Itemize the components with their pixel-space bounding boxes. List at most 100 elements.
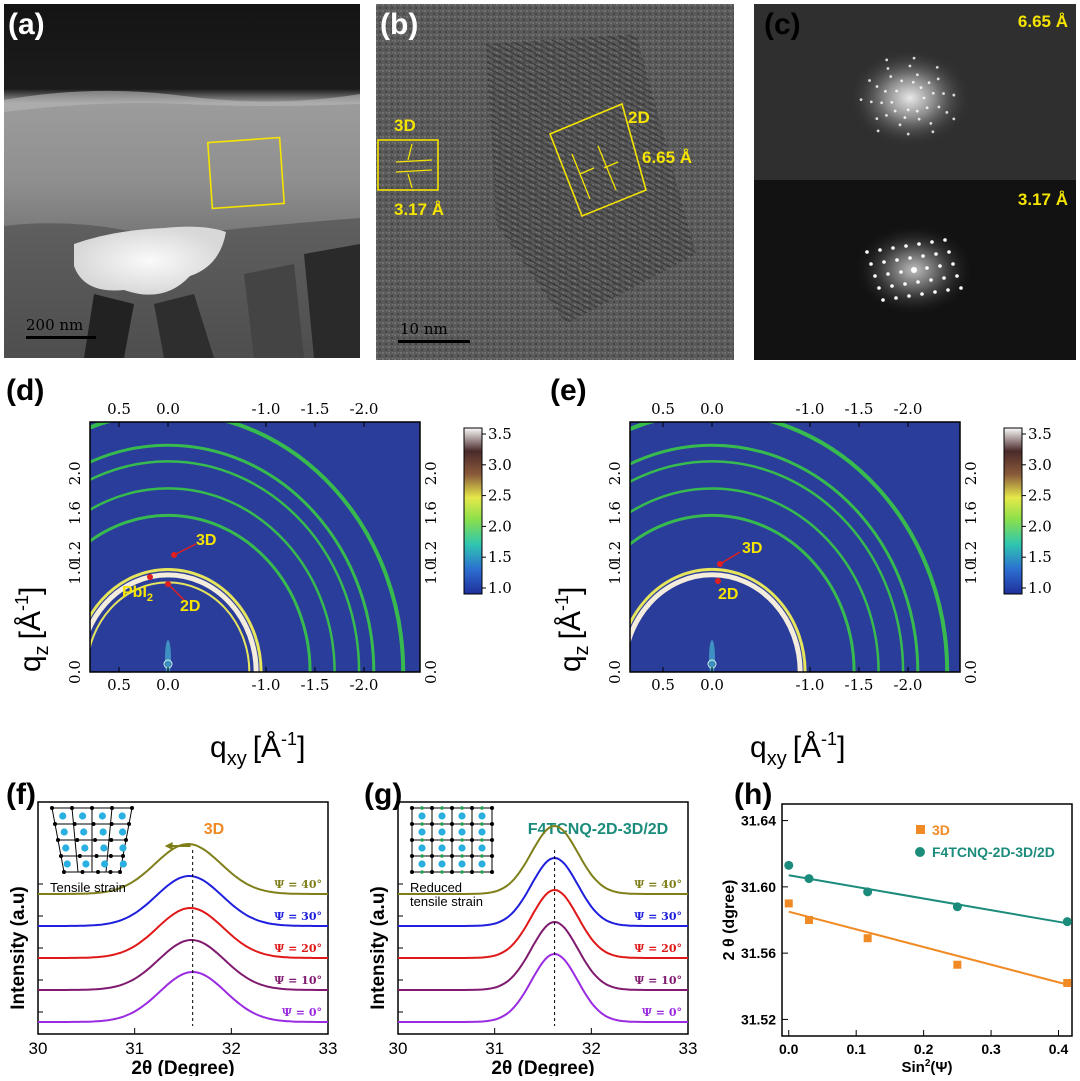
y-tick-label: 31.60 <box>741 879 776 895</box>
annotation-3d: 3D <box>742 540 763 557</box>
fft-spot <box>875 85 879 88</box>
fft-spot <box>915 109 919 113</box>
lattice-node <box>410 806 414 810</box>
panel-label: (b) <box>380 8 419 41</box>
fft-spot <box>937 105 941 109</box>
lattice-node <box>490 870 494 874</box>
fft-spot <box>878 248 882 252</box>
fft-spot <box>895 258 899 262</box>
colorbar-tick-label: 3.0 <box>1028 456 1052 474</box>
diffraction-ring <box>90 422 406 672</box>
fft-spot <box>886 272 890 276</box>
lattice-anion <box>440 838 444 842</box>
lattice-cation <box>458 844 466 852</box>
bottom-x-tick-label: 0.0 <box>700 676 724 694</box>
xrd-curve <box>398 888 688 959</box>
fft-spot <box>877 286 881 290</box>
arrow-head <box>147 574 153 580</box>
label-3d: 3D <box>394 116 416 135</box>
lattice-node <box>410 822 414 826</box>
lattice-anion <box>460 806 464 810</box>
fft-spot <box>865 250 869 254</box>
arrow-3d <box>173 543 197 556</box>
lattice-inset <box>410 806 494 874</box>
right-y-tick-label: 1.6 <box>422 501 440 525</box>
lattice-node <box>96 870 100 874</box>
lattice-line <box>71 807 79 873</box>
x-axis-label: 2θ (Degree) <box>131 1058 234 1076</box>
lattice-node <box>70 806 74 810</box>
fft-spot <box>859 98 863 102</box>
lattice-cation <box>118 828 127 836</box>
arrow-head <box>165 581 171 587</box>
data-point <box>784 899 793 908</box>
data-point <box>1063 978 1072 987</box>
right-y-tick-label: 0.0 <box>962 660 980 684</box>
panel-d: (d) 0.5 0.5 0.0 0.0 -1.0 -1.0 -1.5 -1.5 -2.0 -2.0… <box>0 372 540 772</box>
fft-spot <box>912 56 916 60</box>
annotation-2d: 2D <box>718 586 739 603</box>
top-x-tick-label: -1.5 <box>301 400 330 418</box>
fft-spot <box>931 91 935 95</box>
right-y-tick-label: 1.0 <box>962 561 980 585</box>
lattice-node <box>80 870 85 874</box>
plot-frame <box>629 421 961 673</box>
bottom-x-tick-label: -1.0 <box>252 676 281 694</box>
diffraction-ring <box>630 487 880 672</box>
xrd-curve <box>398 824 688 895</box>
lattice-anion <box>440 822 444 826</box>
colorbar-tick-label: 2.0 <box>1028 517 1052 535</box>
legend-marker <box>916 825 925 834</box>
diffraction-ring <box>630 513 856 672</box>
lattice-node <box>410 854 414 858</box>
diffraction-ring <box>90 567 263 672</box>
lattice-node <box>56 838 60 842</box>
lattice-cation <box>59 812 67 820</box>
fft-spot <box>915 73 919 77</box>
diffraction-ring <box>90 460 361 672</box>
fft-spot <box>917 117 921 121</box>
colorbar-tick-label: 2.5 <box>1028 487 1052 505</box>
right-y-tick-label: 2.0 <box>962 461 980 485</box>
data-point <box>1062 917 1072 927</box>
fft-spot <box>903 116 907 119</box>
fft-spot <box>943 238 947 242</box>
lattice-node <box>90 806 94 810</box>
fft-spot <box>883 89 887 93</box>
fft-spot <box>889 75 893 78</box>
scale-bar-label: 200 nm <box>26 316 84 334</box>
lattice-cation <box>418 844 426 852</box>
lattice-node <box>450 854 454 858</box>
diffraction-ring <box>90 443 376 672</box>
top-x-tick-label: -2.0 <box>350 400 379 418</box>
3d-region-box <box>377 139 439 191</box>
fft-spot <box>952 117 956 121</box>
data-point <box>863 887 873 897</box>
series-label: Ψ = 40° <box>274 878 322 891</box>
lattice-node <box>470 870 474 874</box>
lattice-cation <box>81 844 89 852</box>
fft-spot <box>904 244 908 248</box>
fft-spot <box>876 129 880 133</box>
inset-caption: Reduced <box>410 880 462 895</box>
lattice-node <box>430 822 434 826</box>
pbi-subscript: 2 <box>146 592 154 605</box>
data-point <box>952 902 962 912</box>
fft-spot <box>929 278 933 282</box>
lattice-cation <box>478 812 486 820</box>
plot-title: F4TCNQ-2D-3D/2D <box>528 821 668 838</box>
arrow-2d <box>167 583 187 603</box>
xrd-curve <box>38 939 328 991</box>
top-x-tick-label: 0.5 <box>651 400 675 418</box>
lattice-anion <box>460 854 464 858</box>
lattice-node <box>77 854 82 858</box>
fft-spot <box>955 274 959 278</box>
fft-spot <box>946 288 950 292</box>
y-axis-label: Intensity (a.u) <box>368 886 389 1010</box>
fft-spot <box>942 276 946 280</box>
lattice-node <box>490 806 494 810</box>
lattice-anion <box>420 854 424 858</box>
series-label: Ψ = 0° <box>282 1006 322 1019</box>
lattice-anion <box>460 822 464 826</box>
lattice-cation <box>80 828 88 836</box>
